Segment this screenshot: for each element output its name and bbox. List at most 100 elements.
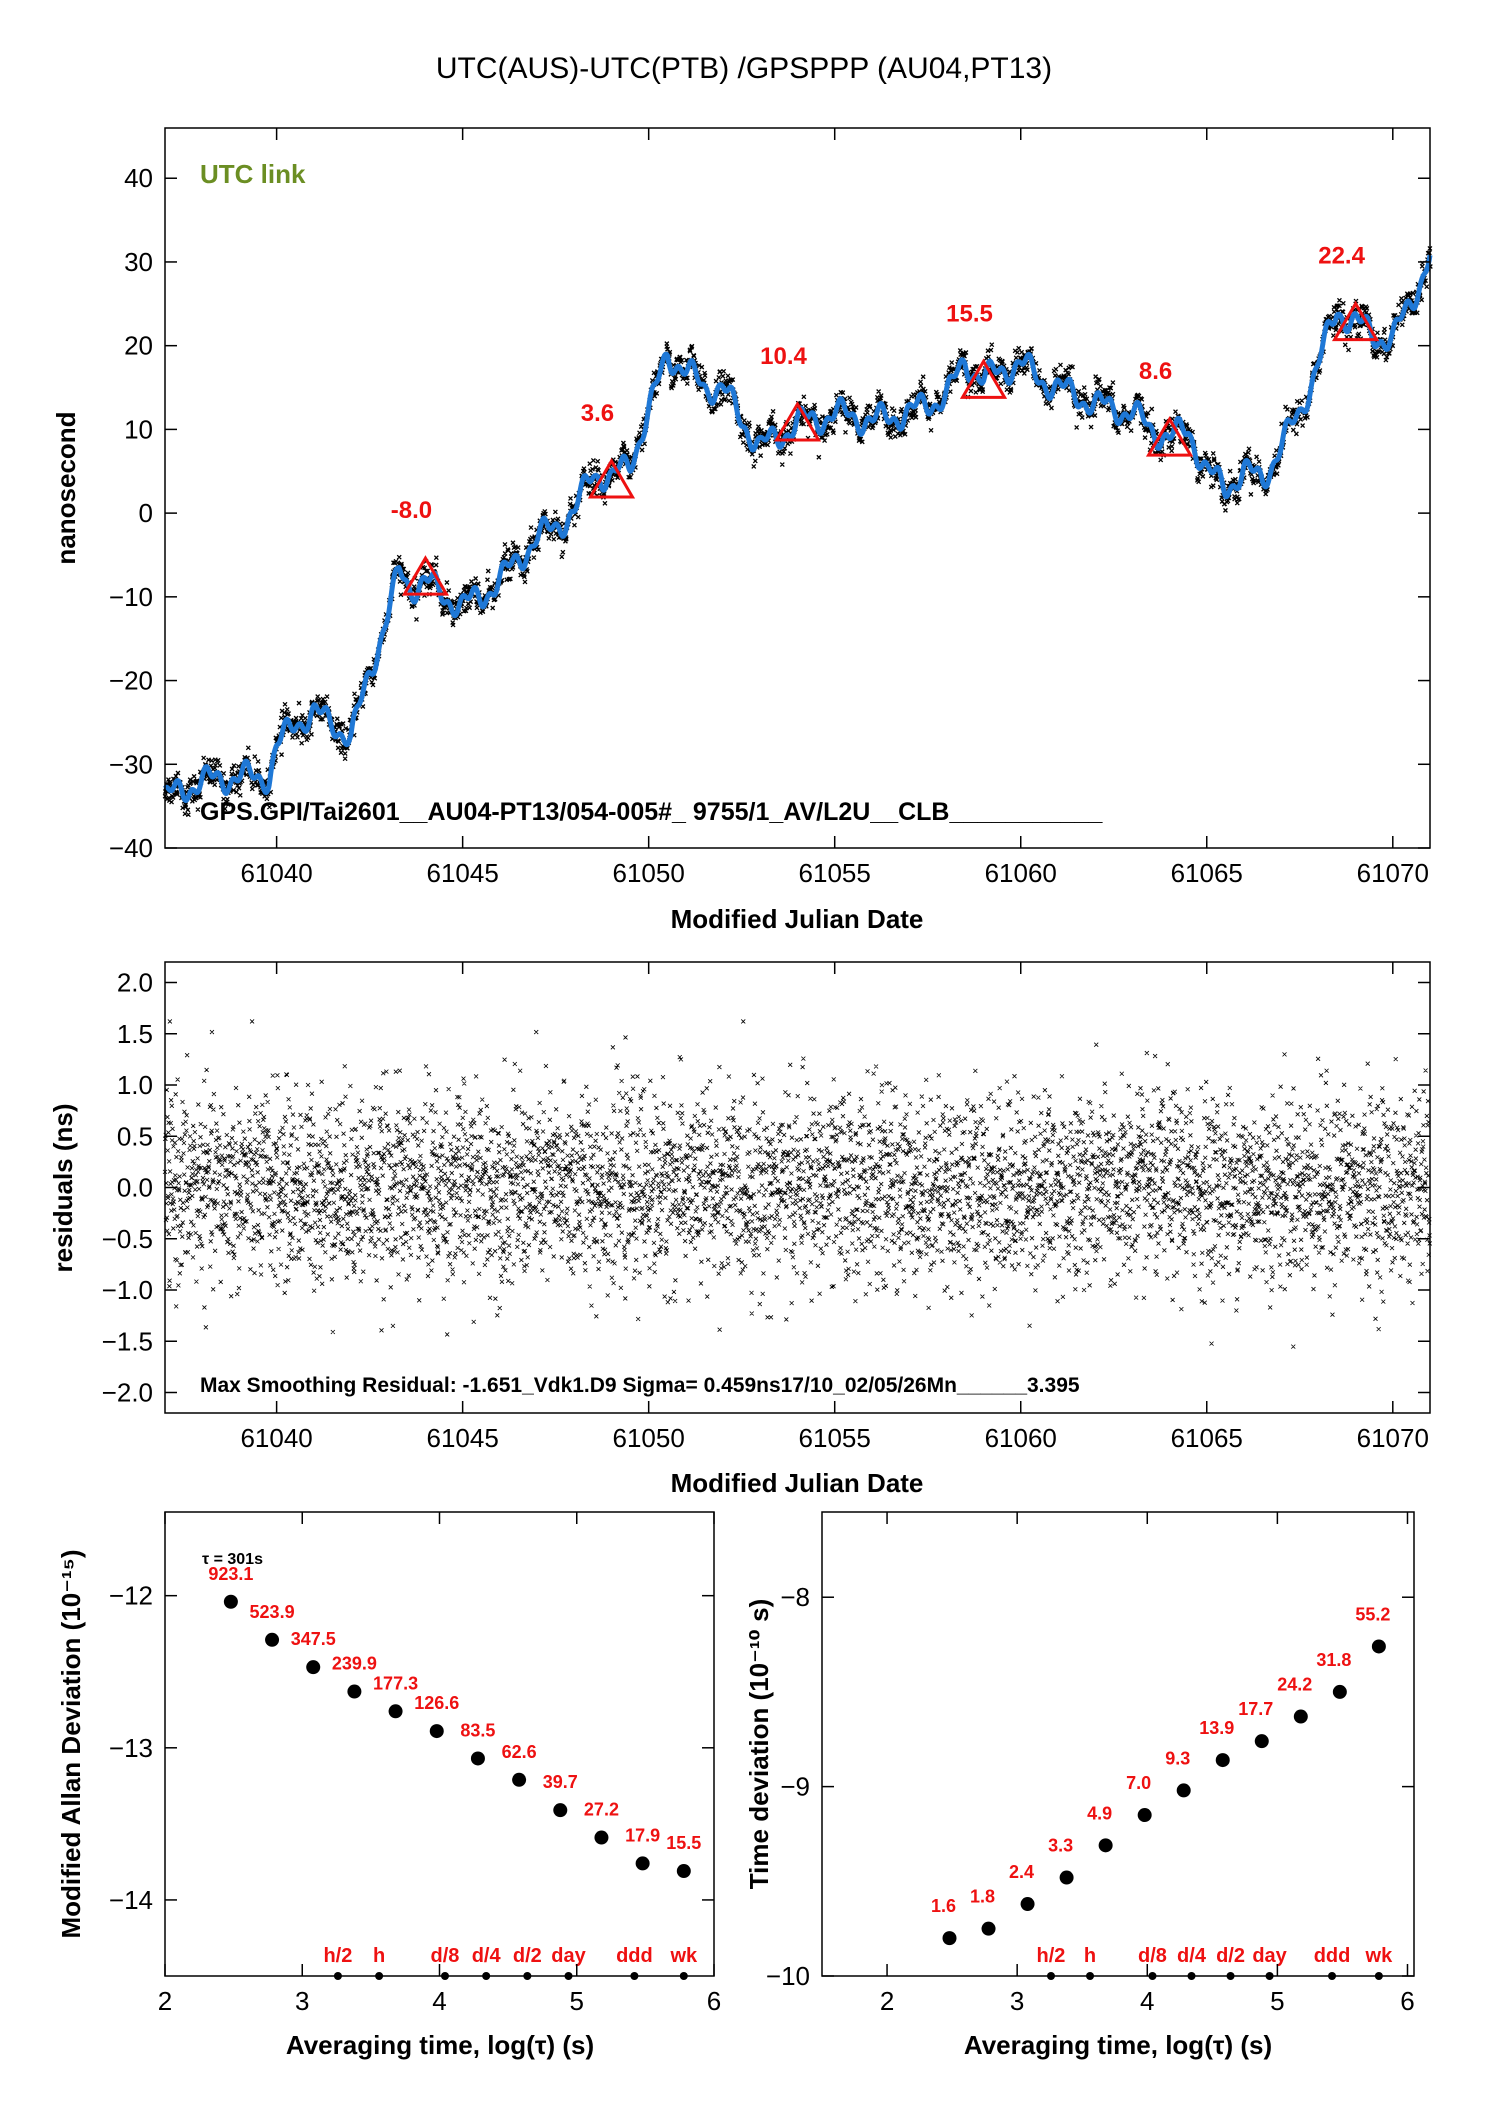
tdev-time-mark-label: d/2 (1216, 1945, 1245, 1967)
link-panel: -8.0 3.6 10.4 15.5 8.6 22.4 61040 61045 61050 610… (51, 127, 1433, 934)
residuals-x-tick-label: 61060 (985, 1423, 1057, 1453)
residuals-panel: 61040 61045 61050 61055 61060 61065 61070 −2.0 −… (48, 961, 1433, 1498)
sample-marker-triangle (959, 358, 1008, 399)
mdev-point-label: 17.9 (625, 1825, 660, 1845)
link-y-tick-label: −40 (109, 833, 153, 863)
mdev-time-mark-label: d/2 (513, 1945, 542, 1967)
mdev-time-mark-label: h (373, 1945, 385, 1967)
tdev-point-label: 55.2 (1355, 1604, 1390, 1624)
sample-marker-label: -8.0 (391, 497, 432, 524)
link-y-axis-label: nanosecond (51, 411, 81, 564)
residuals-x-tick-label: 61065 (1171, 1423, 1243, 1453)
link-x-tick-label: 61065 (1171, 858, 1243, 888)
tdev-time-mark-label: wk (1365, 1945, 1394, 1967)
mdev-point (388, 1704, 403, 1719)
link-x-tick-label: 61060 (985, 858, 1057, 888)
tdev-x-tick-label: 3 (1010, 1986, 1024, 2016)
mdev-x-tick-label: 3 (295, 1986, 309, 2016)
residuals-x-tick-label: 61070 (1357, 1423, 1429, 1453)
tdev-y-tick-label: −8 (780, 1582, 810, 1612)
mdev-point (429, 1724, 444, 1739)
tdev-time-mark-label: d/4 (1177, 1945, 1207, 1967)
mdev-y-tick-label: −13 (109, 1733, 153, 1763)
tdev-point (1254, 1734, 1269, 1749)
tdev-point (1137, 1808, 1152, 1823)
tdev-point (1020, 1897, 1035, 1912)
mdev-plot-frame (164, 1511, 715, 1977)
tdev-point (1371, 1639, 1386, 1654)
tdev-time-mark-label: h/2 (1037, 1945, 1066, 1967)
mdev-x-tick-label: 6 (707, 1986, 721, 2016)
mdev-time-mark-label: d/8 (431, 1945, 460, 1967)
link-y-tick-label: 0 (139, 498, 153, 528)
link-y-tick-label: 20 (124, 331, 153, 361)
residuals-plot-frame (164, 961, 1431, 1414)
mdev-y-tick-label: −14 (109, 1885, 153, 1915)
link-info-text: GPS.GPI/Tai2601__AU04-PT13/054-005#_ 975… (200, 798, 1104, 826)
residuals-scatter-layer: 61040 61045 61050 61055 61060 61065 61070 −2.0 −… (102, 962, 1433, 1453)
residuals-y-tick-label: −1.5 (102, 1326, 153, 1356)
mdev-tau-note: τ = 301s (202, 1551, 263, 1568)
residuals-y-tick-label: 1.5 (117, 1019, 153, 1049)
mdev-y-tick-label: −12 (109, 1581, 153, 1611)
mdev-point-label: 523.9 (250, 1602, 295, 1622)
utc-link-badge: UTC link (200, 159, 306, 189)
residuals-y-tick-label: 1.0 (117, 1070, 153, 1100)
sample-marker-triangle (1145, 416, 1194, 457)
mdev-point-label: 39.7 (543, 1772, 578, 1792)
tdev-point-label: 2.4 (1009, 1862, 1034, 1882)
tdev-point (1098, 1838, 1113, 1853)
residuals-x-tick-label: 61050 (613, 1423, 685, 1453)
mdev-time-mark-label: h/2 (323, 1945, 352, 1967)
tdev-point-label: 7.0 (1126, 1773, 1151, 1793)
tdev-point (1293, 1709, 1308, 1724)
tdev-point (1215, 1753, 1230, 1768)
mdev-point-label: 27.2 (584, 1800, 619, 1820)
residuals-y-axis-label: residuals (ns) (48, 1103, 78, 1272)
mdev-point (223, 1594, 238, 1609)
link-y-tick-label: 10 (124, 414, 153, 444)
tdev-point-label: 3.3 (1048, 1836, 1073, 1856)
mdev-time-mark-label: wk (669, 1945, 698, 1967)
tdev-panel: 1.6 1.8 2.4 3.3 4.9 7.0 9.3 13.917.724.231.8 55.… (744, 1511, 1415, 2060)
tdev-point-label: 1.8 (970, 1887, 995, 1907)
sample-marker-label: 15.5 (946, 300, 993, 327)
tdev-y-axis-label: Time deviation (10⁻¹⁰ s) (744, 1599, 774, 1889)
tdev-point-label: 17.7 (1238, 1699, 1273, 1719)
tdev-time-mark-label: d/8 (1138, 1945, 1167, 1967)
mdev-point-label: 239.9 (332, 1654, 377, 1674)
mdev-time-mark-label: ddd (616, 1945, 653, 1967)
residuals-x-tick-label: 61045 (426, 1423, 498, 1453)
mdev-point (470, 1751, 485, 1766)
tdev-x-tick-label: 5 (1270, 1986, 1284, 2016)
mdev-point-label: 347.5 (291, 1629, 336, 1649)
tdev-x-tick-label: 2 (880, 1986, 894, 2016)
tdev-time-mark-label: day (1252, 1945, 1287, 1967)
mdev-x-tick-label: 2 (158, 1986, 172, 2016)
sample-marker-label: 22.4 (1318, 243, 1365, 270)
mdev-point-label: 126.6 (414, 1693, 459, 1713)
residuals-y-tick-label: 0.0 (117, 1173, 153, 1203)
link-x-tick-label: 61070 (1357, 858, 1429, 888)
smoothed-series-line (163, 254, 1433, 804)
tdev-x-axis-label: Averaging time, log(τ) (s) (964, 2030, 1272, 2060)
tdev-point-label: 4.9 (1087, 1803, 1112, 1823)
sample-marker-triangle (1331, 300, 1380, 342)
tdev-point (1059, 1870, 1074, 1885)
link-x-tick-label: 61055 (799, 858, 871, 888)
residuals-y-tick-label: −0.5 (102, 1224, 153, 1254)
tdev-x-tick-label: 4 (1140, 1986, 1154, 2016)
tdev-point-label: 1.6 (931, 1896, 956, 1916)
sample-marker-triangle (587, 457, 636, 499)
mdev-point (512, 1772, 527, 1787)
residuals-footer-text: Max Smoothing Residual: -1.651_Vdk1.D9 S… (200, 1374, 1080, 1397)
link-series-layer: -8.0 3.6 10.4 15.5 8.6 22.4 61040 61045 61050 610… (109, 128, 1433, 888)
sample-marker-label: 10.4 (760, 343, 807, 370)
residuals-y-tick-label: −2.0 (102, 1378, 153, 1408)
mdev-y-axis-label: Modified Allan Deviation (10⁻¹⁵) (56, 1550, 86, 1939)
mdev-x-tick-label: 4 (432, 1986, 446, 2016)
mdev-point-label: 15.5 (666, 1833, 701, 1853)
link-plot-frame (164, 127, 1431, 849)
